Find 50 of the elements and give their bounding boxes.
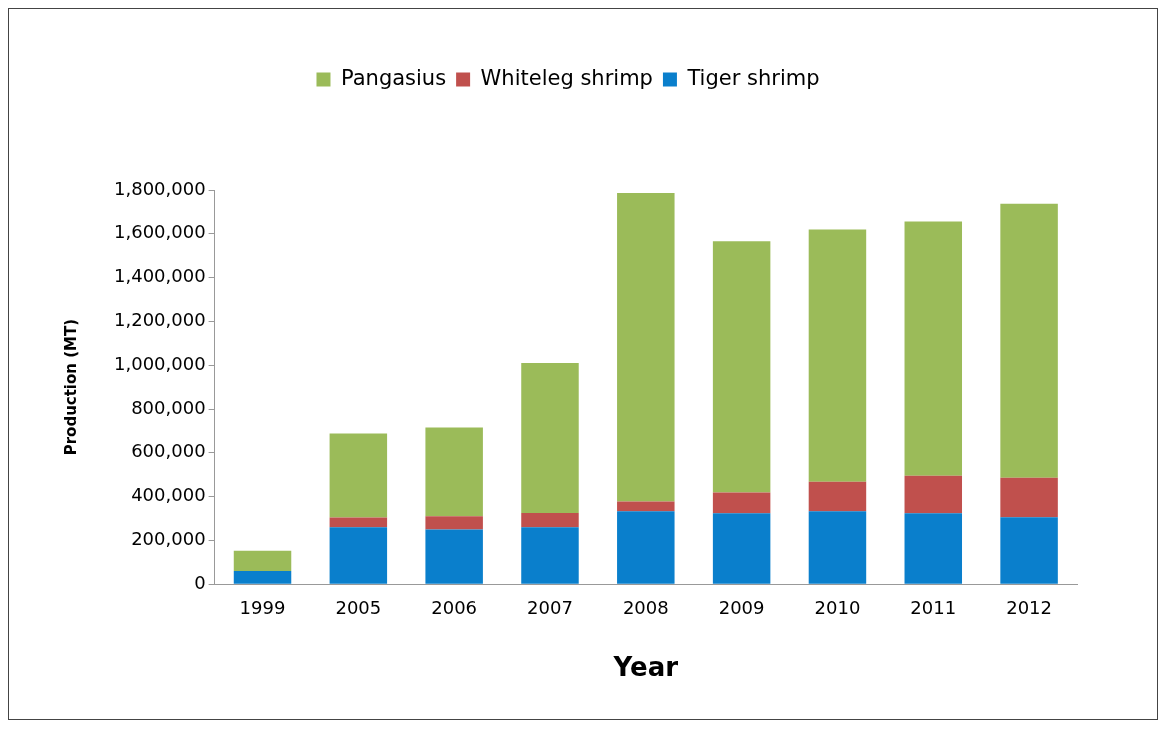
y-tick-label: 1,000,000 [114, 352, 206, 374]
x-tick-label: 2005 [335, 596, 382, 618]
y-tick-label: 600,000 [131, 440, 206, 462]
legend-label: Whiteleg shrimp [480, 65, 653, 90]
bar [808, 481, 867, 512]
x-tick-label: 2006 [431, 596, 478, 618]
x-tick-label: 2011 [910, 596, 957, 618]
bar [233, 571, 292, 584]
y-tick-label: 200,000 [131, 528, 206, 550]
bar [712, 241, 771, 493]
bar [904, 475, 963, 514]
bar [808, 229, 867, 482]
y-tick-label: 400,000 [131, 484, 206, 506]
x-tick-label: 2009 [718, 596, 765, 618]
legend-label: Tiger shrimp [686, 65, 820, 90]
y-tick-label: 1,600,000 [114, 221, 206, 243]
bar [1000, 477, 1058, 518]
bar [329, 517, 388, 528]
x-tick-label: 2012 [1006, 596, 1052, 618]
y-tick-label: 0 [194, 571, 206, 593]
bar [712, 513, 771, 584]
x-tick-label: 1999 [239, 596, 286, 618]
bar [617, 501, 675, 512]
bar [1000, 517, 1058, 584]
y-tick-label: 800,000 [131, 396, 206, 418]
bar [521, 513, 579, 528]
bar [329, 527, 388, 584]
bar [1000, 203, 1058, 478]
bar [425, 529, 483, 584]
bar [617, 511, 675, 584]
bar [425, 427, 483, 517]
bar [521, 527, 579, 584]
bar [521, 363, 579, 514]
x-axis-title: Year [612, 652, 679, 683]
bar [617, 193, 675, 502]
y-tick-label: 1,400,000 [114, 265, 206, 287]
bar [904, 513, 963, 584]
bar [425, 516, 483, 530]
y-axis-title: Production (MT) [61, 318, 80, 456]
x-tick-label: 2007 [527, 596, 573, 618]
bar [329, 433, 388, 518]
legend-label: Pangasius [340, 65, 447, 90]
bar [808, 511, 867, 584]
bar [904, 221, 963, 476]
y-tick-label: 1,800,000 [114, 177, 206, 199]
x-tick-label: 2010 [814, 596, 861, 618]
y-tick-label: 1,200,000 [114, 309, 206, 331]
bar [712, 492, 771, 514]
x-tick-label: 2008 [622, 596, 669, 618]
bar [233, 550, 292, 572]
